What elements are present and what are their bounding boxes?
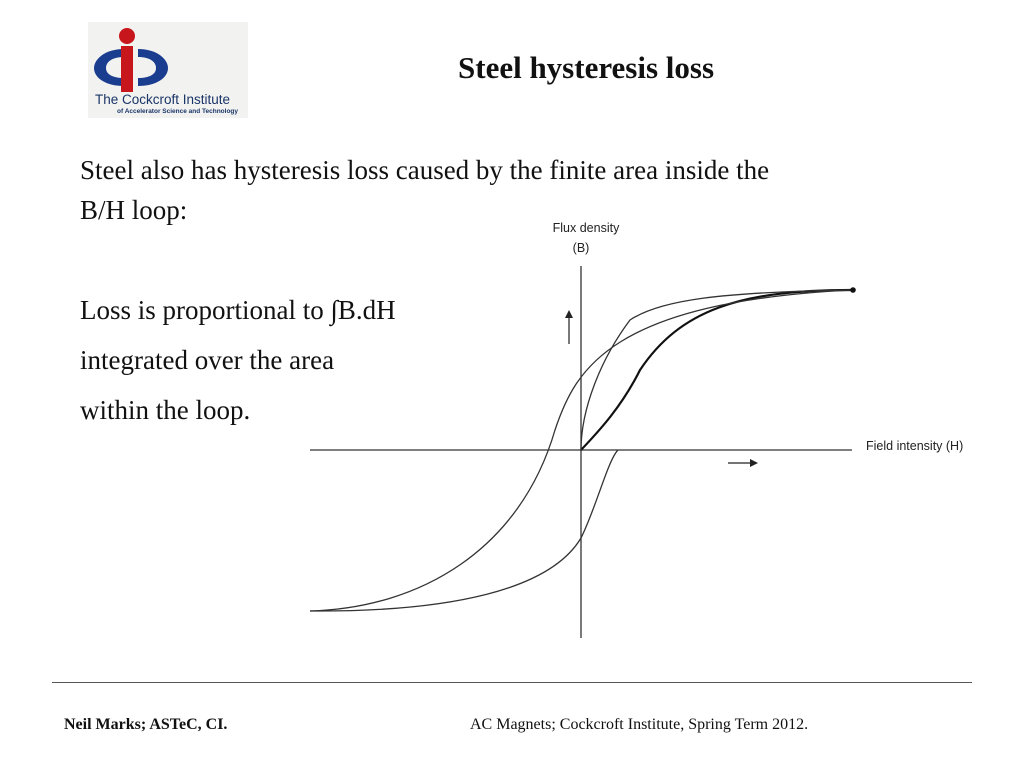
right-arrow-icon	[728, 459, 758, 467]
initial-magnetization-curve	[580, 288, 853, 451]
body-line-2: B/H loop:	[80, 195, 188, 225]
x-axis-label: Field intensity (H)	[866, 439, 963, 453]
footer-author: Neil Marks; ASTeC, CI.	[64, 716, 228, 733]
logo-name: The Cockcroft Institute	[95, 92, 231, 107]
logo-subtitle: of Accelerator Science and Technology	[117, 108, 239, 115]
footer-course: AC Magnets; Cockcroft Institute, Spring …	[470, 716, 809, 733]
y-axis-label-unit: (B)	[573, 241, 590, 255]
inner-loop-branch	[580, 289, 853, 451]
hysteresis-loop-diagram: Flux density (B) Field intensity (H)	[309, 221, 963, 638]
cockcroft-institute-logo	[88, 22, 248, 118]
upper-loop-branch	[309, 289, 853, 612]
body-line-1: Steel also has hysteresis loss caused by…	[80, 155, 770, 185]
body-line-3: Loss is proportional to ∫B.dH	[80, 295, 396, 325]
footer-divider	[52, 682, 972, 683]
body-line-4: integrated over the area	[80, 345, 335, 375]
slide-title: Steel hysteresis loss	[458, 50, 715, 85]
y-axis-label: Flux density	[553, 221, 620, 235]
lower-loop-branch	[309, 449, 619, 612]
body-line-5: within the loop.	[80, 395, 251, 425]
up-arrow-icon	[565, 310, 573, 344]
saturation-point	[850, 287, 856, 293]
